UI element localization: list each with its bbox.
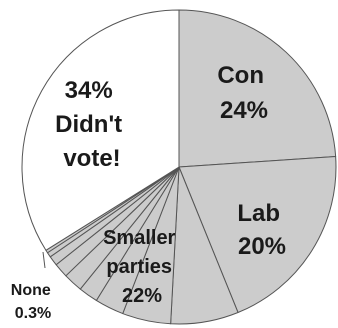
label-lab-value: 20% bbox=[238, 233, 286, 260]
label-con-name: Con bbox=[217, 62, 264, 89]
pie-labels: Con 24% Lab 20% Smaller parties 22% 34% … bbox=[11, 62, 286, 322]
label-none-name: None bbox=[11, 282, 51, 299]
pie-slice-con bbox=[178, 9, 337, 168]
label-smaller-line2: parties bbox=[106, 256, 172, 278]
label-con-value: 24% bbox=[220, 97, 268, 124]
label-lab-name: Lab bbox=[237, 200, 280, 227]
label-lab: Lab 20% bbox=[237, 200, 286, 260]
label-didnt-line2: vote! bbox=[63, 145, 120, 172]
leader-line-none bbox=[42, 251, 46, 269]
label-none-value: 0.3% bbox=[15, 305, 51, 322]
label-didnt-value: 34% bbox=[65, 77, 113, 104]
pie-slices bbox=[21, 9, 337, 325]
label-con: Con 24% bbox=[217, 62, 270, 124]
pie-slice-didn-t-vote bbox=[21, 9, 180, 251]
label-smaller-value: 22% bbox=[122, 285, 162, 307]
label-didnt-line1: Didn't bbox=[55, 111, 122, 138]
pie-slice-lab bbox=[178, 155, 337, 313]
label-didnt-vote: 34% Didn't vote! bbox=[55, 77, 129, 172]
label-smaller-parties: Smaller parties 22% bbox=[103, 227, 181, 307]
label-none: None 0.3% bbox=[11, 282, 55, 322]
label-smaller-line1: Smaller bbox=[103, 227, 175, 249]
